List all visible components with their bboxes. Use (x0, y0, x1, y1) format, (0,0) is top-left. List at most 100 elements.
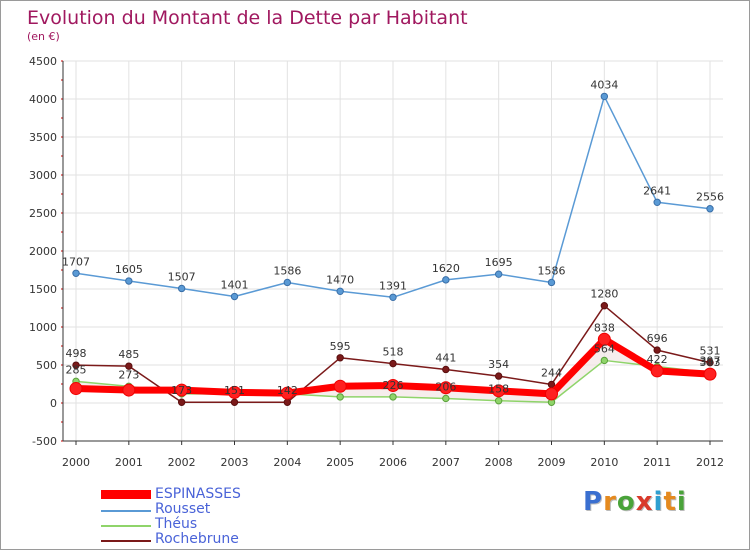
data-label-espinasses: 838 (594, 321, 615, 334)
x-tick-label: 2012 (696, 456, 724, 469)
data-point-rochebrune (72, 361, 80, 369)
x-tick-label: 2003 (221, 456, 249, 469)
data-point-rousset (389, 293, 397, 301)
data-point-espinasses (122, 383, 136, 397)
legend-swatch-rousset (101, 510, 151, 512)
data-point-espinasses (650, 364, 664, 378)
data-point-rousset (653, 198, 661, 206)
data-label-thus: 226 (383, 379, 404, 392)
data-point-rousset (72, 269, 80, 277)
y-tick-label: 3000 (29, 169, 57, 182)
data-label-rochebrune: 244 (541, 366, 562, 379)
data-label-rousset: 1470 (326, 273, 354, 286)
data-point-rousset (336, 287, 344, 295)
data-label-rousset: 1695 (485, 256, 513, 269)
chart-title: Evolution du Montant de la Dette par Hab… (27, 7, 468, 29)
data-point-rousset (547, 278, 556, 287)
data-point-rousset (706, 205, 714, 213)
data-point-espinasses (703, 367, 717, 381)
legend-swatch-theus (101, 525, 151, 527)
data-label-rousset: 1707 (62, 255, 90, 268)
x-tick-label: 2011 (643, 456, 671, 469)
chart-subtitle: (en €) (27, 30, 60, 43)
data-point-thus (494, 397, 503, 405)
data-point-espinasses (386, 379, 400, 393)
data-point-thus (442, 394, 450, 403)
data-label-rochebrune: 595 (330, 340, 351, 353)
x-tick-label: 2008 (485, 456, 513, 469)
data-point-rousset (283, 278, 292, 287)
y-tick-label: 0 (50, 397, 57, 410)
data-point-espinasses (333, 379, 347, 393)
y-tick-label: -500 (32, 435, 57, 448)
legend-label-rochebrune: Rochebrune (155, 531, 239, 547)
data-point-rousset (600, 92, 609, 101)
data-point-rochebrune (336, 354, 344, 362)
legend-label-espinasses: ESPINASSES (155, 486, 241, 502)
data-label-rousset: 1507 (168, 270, 196, 283)
data-point-rousset (125, 277, 133, 285)
data-label-thus: 158 (488, 383, 509, 396)
y-tick-label: 4500 (29, 55, 57, 68)
data-label-rochebrune: 696 (647, 332, 668, 345)
x-tick-label: 2010 (590, 456, 618, 469)
data-point-rousset (494, 270, 503, 278)
data-label-rochebrune: 531 (700, 345, 721, 358)
data-point-rochebrune (125, 362, 133, 370)
legend-label-theus: Théus (155, 516, 198, 532)
data-label-thus: 206 (435, 380, 456, 393)
y-tick-label: 4000 (29, 93, 57, 106)
data-label-rochebrune: 518 (383, 346, 404, 359)
logo-letter: i (653, 487, 664, 517)
data-point-espinasses (492, 384, 506, 398)
logo-letter: r (603, 487, 617, 517)
y-tick-label: 1000 (29, 321, 57, 334)
logo-letter: x (635, 487, 654, 517)
data-label-espinasses: 383 (700, 356, 721, 369)
data-point-thus (389, 393, 397, 401)
data-label-rochebrune: 354 (488, 358, 509, 371)
data-point-rousset (230, 292, 239, 301)
data-label-rousset: 2641 (643, 184, 671, 197)
data-label-thus: 285 (66, 363, 87, 376)
data-label-rousset: 1586 (273, 264, 301, 277)
data-point-espinasses (280, 386, 294, 400)
data-point-espinasses (439, 381, 453, 395)
logo-letter: P (583, 487, 604, 517)
data-point-rochebrune (494, 372, 503, 380)
data-point-espinasses (597, 332, 611, 346)
data-label-rochebrune: 173 (171, 384, 192, 397)
x-tick-label: 2006 (379, 456, 407, 469)
y-tick-label: 1500 (29, 283, 57, 296)
legend-swatch-rochebrune (101, 540, 151, 542)
y-tick-label: 500 (36, 359, 57, 372)
data-label-rousset: 1391 (379, 279, 407, 292)
proxiti-logo: Proxiti (583, 487, 687, 517)
y-tick-label: 2500 (29, 207, 57, 220)
data-label-rousset: 1401 (221, 279, 249, 292)
x-tick-label: 2001 (115, 456, 143, 469)
data-point-rousset (177, 284, 186, 293)
x-tick-label: 2009 (538, 456, 566, 469)
data-point-rochebrune (283, 398, 292, 406)
data-label-rochebrune: 142 (277, 384, 298, 397)
data-label-thus: 273 (118, 368, 139, 381)
data-point-rochebrune (653, 346, 661, 354)
y-tick-label: 3500 (29, 131, 57, 144)
data-point-thus (600, 356, 609, 365)
data-point-rochebrune (177, 398, 186, 406)
data-label-espinasses: 422 (647, 353, 668, 366)
data-label-rousset: 4034 (590, 78, 618, 91)
x-tick-label: 2004 (273, 456, 301, 469)
data-point-rousset (442, 276, 450, 284)
y-tick-label: 2000 (29, 245, 57, 258)
data-point-espinasses (69, 382, 83, 396)
x-tick-label: 2005 (326, 456, 354, 469)
data-label-thus: 397 (700, 355, 721, 368)
legend-label-rousset: Rousset (155, 501, 211, 517)
data-label-rousset: 1605 (115, 263, 143, 276)
data-point-rochebrune (706, 358, 714, 367)
legend-swatch-espinasses (101, 490, 151, 499)
data-label-thus: 564 (594, 342, 615, 355)
